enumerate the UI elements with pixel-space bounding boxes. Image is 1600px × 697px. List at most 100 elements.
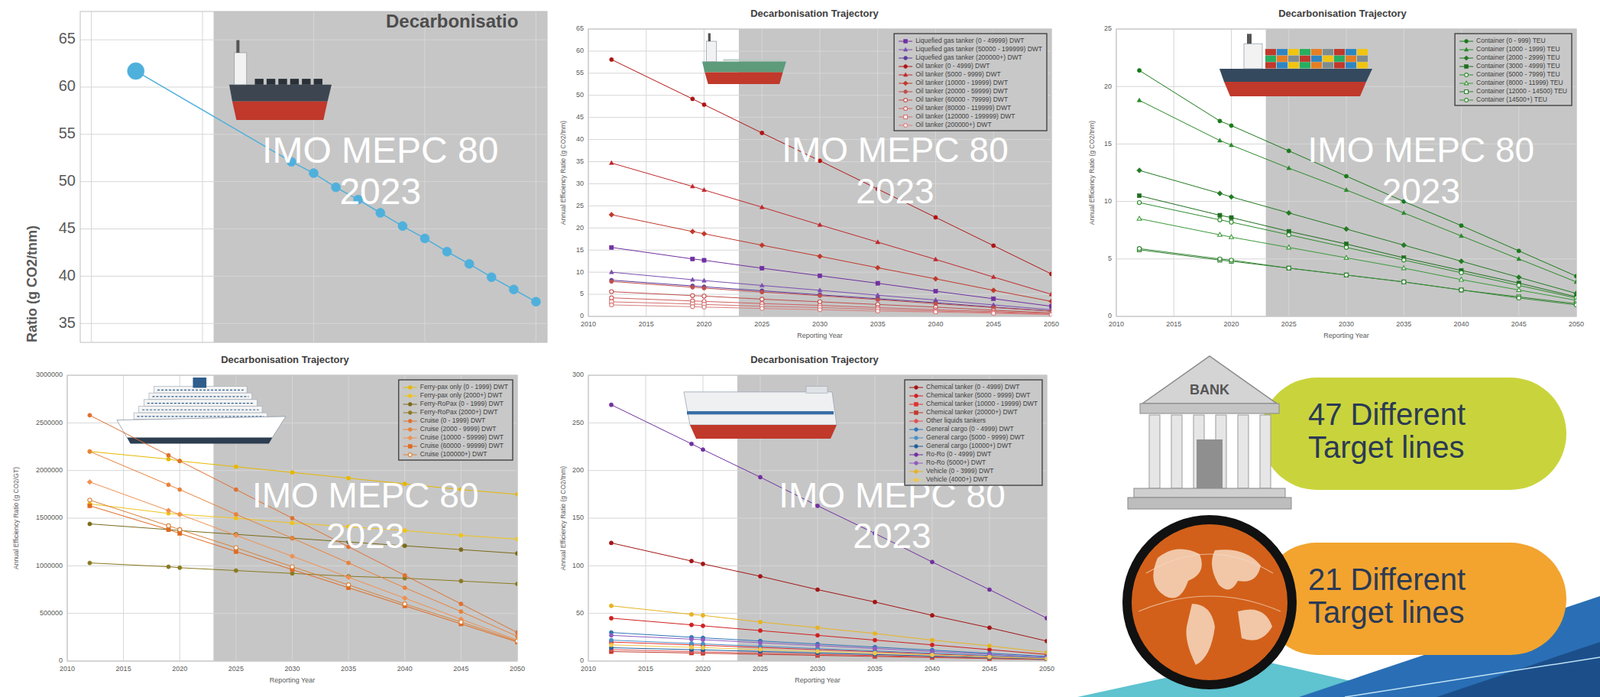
x-tick-label: 2045 <box>1511 320 1527 328</box>
data-point <box>166 482 171 487</box>
data-point <box>87 479 93 485</box>
data-point <box>929 652 934 657</box>
data-point <box>817 307 822 312</box>
shape <box>1311 61 1322 69</box>
x-tick-label: 2025 <box>754 320 770 328</box>
data-point <box>689 641 694 645</box>
data-point <box>690 293 695 298</box>
data-point <box>701 230 707 237</box>
x-tick-label: 2050 <box>1568 320 1584 328</box>
data-point <box>1044 638 1047 643</box>
data-point <box>1217 213 1222 218</box>
legend-marker <box>914 419 919 424</box>
data-point <box>690 97 695 101</box>
legend-marker <box>914 411 919 415</box>
data-point <box>987 625 992 630</box>
data-point <box>1044 657 1047 661</box>
y-tick-label: 0 <box>58 656 63 664</box>
y-tick-label: 0 <box>579 656 584 664</box>
grid-line-y <box>588 249 1052 251</box>
shape <box>126 437 273 444</box>
data-point <box>760 265 765 270</box>
data-point <box>815 649 820 654</box>
data-point <box>1516 295 1521 300</box>
legend-label: Chemical tanker (5000 - 9999) DWT <box>926 391 1031 399</box>
data-point <box>689 277 695 282</box>
data-point <box>987 654 992 659</box>
data-point <box>87 449 92 454</box>
data-point <box>1217 232 1223 237</box>
data-point <box>689 229 696 235</box>
data-point <box>1217 119 1222 124</box>
shape <box>1133 488 1286 498</box>
shape <box>278 78 287 85</box>
grid-line-x <box>1173 29 1175 317</box>
series-line <box>611 542 1047 641</box>
data-point <box>760 130 765 135</box>
y-tick-label: 5 <box>579 289 584 298</box>
grid-line-x <box>202 11 204 343</box>
data-point <box>700 637 705 642</box>
legend-marker <box>1464 64 1469 69</box>
data-point <box>815 633 820 638</box>
data-point <box>608 603 613 608</box>
series-line <box>1139 100 1577 282</box>
series-line <box>611 297 1052 315</box>
series-line <box>611 647 1047 660</box>
legend-marker <box>408 435 413 441</box>
data-point <box>929 638 934 642</box>
data-point <box>932 275 939 282</box>
legend-label: Cruise (2000 - 9999) DWT <box>420 424 497 433</box>
shape <box>255 78 264 85</box>
data-point <box>233 511 238 516</box>
series-group <box>127 62 541 307</box>
data-point <box>933 310 938 315</box>
shape <box>1357 61 1368 69</box>
legend-label: Ro-Ro (5000+) DWT <box>926 458 986 467</box>
data-point <box>514 537 518 541</box>
shape <box>686 411 834 415</box>
y-tick-label: 25 <box>1104 24 1112 33</box>
legend-label: Container (1000 - 1999) TEU <box>1476 45 1560 53</box>
data-point <box>402 573 407 577</box>
data-point <box>689 559 694 564</box>
legend-label: Container (5000 - 7999) TEU <box>1476 70 1560 78</box>
data-point <box>702 304 707 309</box>
grid-line-y <box>588 183 1052 185</box>
x-tick-label: 2020 <box>1223 320 1239 328</box>
chart-title: Decarbonisation Trajectory <box>750 353 879 366</box>
legend-marker <box>914 427 919 432</box>
legend-marker <box>1464 73 1469 78</box>
grid-line-y <box>67 612 518 614</box>
data-point <box>177 511 183 518</box>
x-tick-label: 2010 <box>580 664 596 673</box>
grid-line-y <box>80 181 548 182</box>
series-line <box>1139 248 1577 305</box>
y-tick-label: 55 <box>576 68 584 77</box>
x-axis-title: Reporting Year <box>796 331 843 340</box>
legend-label: Cruise (0 - 1999) DWT <box>420 416 486 425</box>
data-point <box>609 279 614 284</box>
shape <box>1211 549 1261 590</box>
shape <box>236 40 240 54</box>
shape <box>1322 48 1334 56</box>
data-point <box>933 256 939 261</box>
data-point <box>346 582 351 587</box>
series-group <box>608 57 1052 317</box>
ship-icon <box>1219 33 1373 97</box>
series-line <box>89 505 518 642</box>
data-point <box>233 464 238 469</box>
data-point <box>1229 142 1235 147</box>
legend-label: Ferry-pax only (0 - 1999) DWT <box>420 382 509 391</box>
data-point <box>700 447 705 452</box>
data-point <box>166 527 171 532</box>
data-point <box>1344 226 1350 232</box>
y-tick-label: 40 <box>58 266 76 284</box>
grid-line-y <box>588 518 1047 519</box>
data-point <box>760 290 765 295</box>
series-line <box>611 214 1052 302</box>
data-point <box>1217 217 1222 222</box>
grid-line-y <box>588 205 1052 207</box>
x-tick-label: 2045 <box>985 320 1001 328</box>
data-point <box>872 651 877 655</box>
